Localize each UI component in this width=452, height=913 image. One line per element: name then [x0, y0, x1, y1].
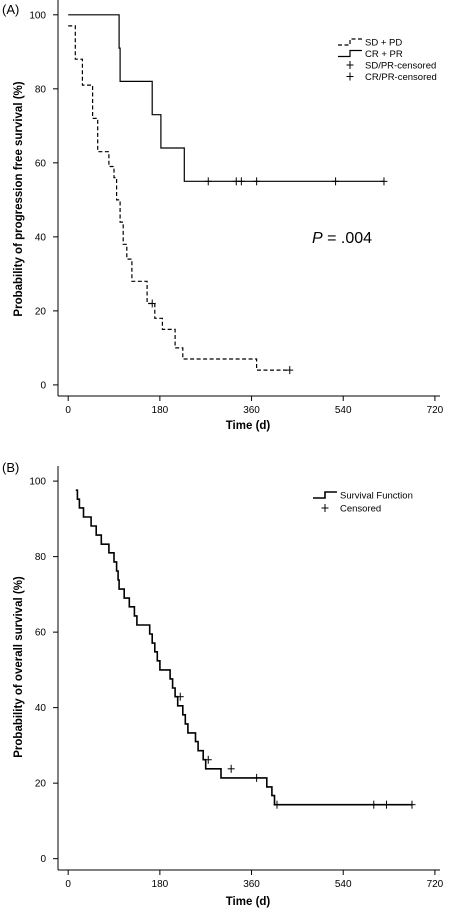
panel-a-legend-label: SD/PR-censored	[365, 61, 436, 72]
panel-a-legend-censor-mark	[346, 61, 354, 69]
panel-b-legend-label: Censored	[340, 504, 381, 515]
panel-b-x-tick-label: 720	[427, 879, 444, 890]
panel-b-series-0-censor-mark	[176, 692, 184, 701]
panel-a-series-0-censor-mark	[286, 366, 294, 375]
panel-b-y-tick-label: 40	[35, 703, 47, 714]
panel-a-y-tick-label: 100	[29, 10, 46, 21]
panel-b-x-tick-label: 0	[65, 879, 71, 890]
panel-a-legend-censor-mark	[346, 72, 354, 81]
panel-a-legend-item: SD/PR-censored	[346, 61, 436, 72]
panel-a-p-value: P = .004	[312, 230, 372, 247]
panel-b-y-tick-label: 80	[35, 552, 47, 563]
panel-a-x-tick-label: 0	[65, 405, 71, 416]
panel-a-series-1-censor-mark	[380, 177, 388, 186]
panel-a-label: (A)	[2, 2, 19, 17]
panel-a-series-1-censor-mark	[204, 177, 212, 186]
panel-a-legend-label: SD + PD	[365, 38, 402, 49]
panel-a-y-axis-title: Probability of progression free survival…	[13, 81, 25, 316]
panel-b-series-0-censor-mark	[227, 764, 235, 773]
panel-a-series-1-censor-mark	[332, 177, 340, 186]
panel-b-series-0-censor-mark	[253, 773, 261, 782]
panel-a-x-tick-label: 360	[243, 405, 260, 416]
panel-a-legend-swatch	[338, 38, 362, 46]
panel-b-series-0-censor-mark	[408, 800, 416, 809]
panel-a-legend-item: SD + PD	[338, 38, 402, 49]
panel-a-y-tick-label: 80	[35, 84, 47, 95]
panel-b-x-axis-title: Time (d)	[226, 896, 271, 908]
panel-a-series-1-censor-mark	[237, 177, 245, 186]
panel-a-y-tick-label: 20	[35, 306, 47, 317]
panel-a-p-value-text: = .004	[323, 230, 372, 247]
panel-b-y-axis-title: Probability of overall survival (%)	[13, 576, 25, 758]
panel-b-legend-label: Survival Function	[340, 491, 413, 502]
panel-b-series-0-censor-mark	[204, 755, 212, 764]
panel-b-x-tick-label: 180	[152, 879, 169, 890]
panel-a-x-tick-label: 540	[335, 405, 352, 416]
panel-a-y-tick-label: 60	[35, 158, 47, 169]
panel-a-series-0-line	[68, 25, 290, 371]
panel-b-legend-item: Survival Function	[313, 491, 413, 502]
panel-b-x-tick-label: 360	[243, 879, 260, 890]
panel-a-y-tick-label: 40	[35, 232, 47, 243]
panel-b-y-tick-label: 20	[35, 779, 47, 790]
panel-a-y-tick-label: 0	[40, 380, 46, 391]
panel-a-x-tick-label: 180	[152, 405, 169, 416]
panel-b-y-tick-label: 60	[35, 628, 47, 639]
panel-b-series-0-censor-mark	[370, 800, 378, 809]
panel-a-legend-label: CR/PR-censored	[365, 72, 437, 83]
panel-b-series-0-censor-mark	[273, 800, 281, 809]
panel-b-y-tick-label: 0	[40, 854, 46, 865]
panel-a-series-1	[68, 14, 388, 186]
panel-b-legend-swatch	[313, 491, 337, 499]
panel-b-label: (B)	[2, 460, 19, 475]
panel-a-legend-item: CR/PR-censored	[346, 72, 437, 83]
panel-a-x-axis-title: Time (d)	[226, 420, 271, 432]
panel-a-legend-label: CR + PR	[365, 49, 403, 60]
panel-b-legend-item: Censored	[321, 504, 381, 515]
panel-b-plot-area: 0 180 360 540 720 0 20 40 60 80 100 Survival Functi…	[29, 466, 444, 890]
panel-a-legend-swatch	[338, 49, 362, 58]
panel-a-series-1-line	[68, 14, 384, 182]
panel-a-x-tick-label: 720	[427, 405, 444, 416]
panel-b-legend: Survival Function Censored	[313, 491, 413, 515]
panel-b-x-tick-label: 540	[335, 879, 352, 890]
panel-b-y-tick-label: 100	[29, 477, 46, 488]
panel-b-legend-censor-mark	[321, 504, 329, 512]
panel-b-series-0-censor-mark	[383, 800, 391, 809]
panel-a-series-1-censor-mark	[253, 177, 261, 186]
panel-b-series-0	[75, 489, 416, 809]
panel-a-legend-item: CR + PR	[338, 49, 403, 60]
panel-b: (B) 0 180 360 540 720 0 20 40 60 80 100 Survival Fu…	[2, 460, 444, 908]
panel-a-p-symbol: P	[312, 230, 323, 247]
panel-b-series-0-line	[75, 489, 412, 806]
panel-a-series-0-censor-mark	[148, 299, 156, 308]
panel-a-series-0	[68, 25, 294, 375]
